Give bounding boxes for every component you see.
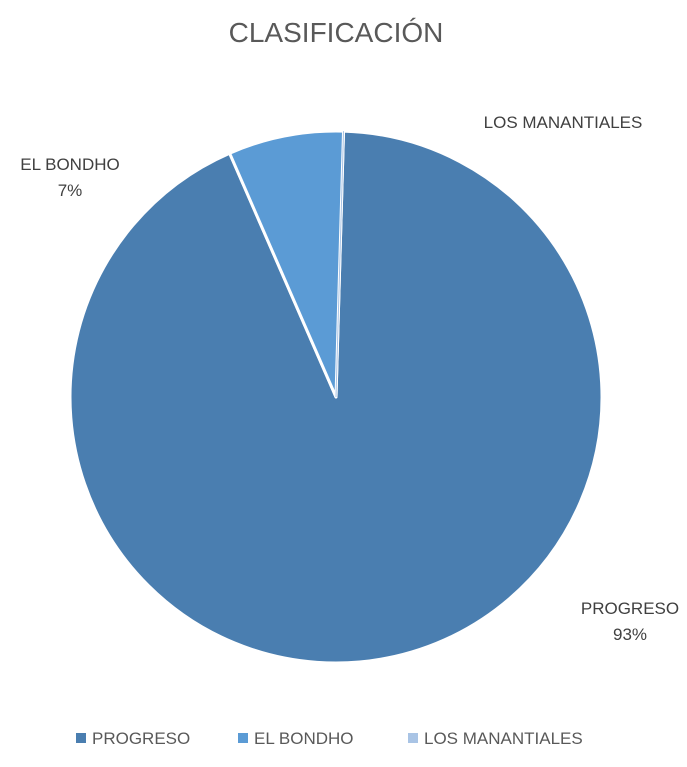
legend-label-los-manantiales: LOS MANANTIALES — [424, 729, 583, 748]
pie-slice-el-bondho — [228, 129, 346, 399]
pie-slices — [68, 129, 604, 665]
data-label-percent-el-bondho: 7% — [58, 181, 83, 200]
data-label-percent-progreso: 93% — [613, 625, 647, 644]
pie-slice-los-manantiales — [335, 131, 345, 398]
legend-swatch-el-bondho — [238, 733, 248, 743]
data-label-name-progreso: PROGRESO — [581, 599, 679, 618]
legend: PROGRESO EL BONDHO LOS MANANTIALES — [76, 729, 583, 748]
data-labels: PROGRESO 93% EL BONDHO 7% LOS MANANTIALES — [20, 113, 679, 644]
legend-swatch-los-manantiales — [408, 733, 418, 743]
chart-title: CLASIFICACIÓN — [229, 17, 444, 48]
legend-label-el-bondho: EL BONDHO — [254, 729, 354, 748]
legend-swatch-progreso — [76, 733, 86, 743]
data-label-name-los-manantiales: LOS MANANTIALES — [484, 113, 643, 132]
legend-label-progreso: PROGRESO — [92, 729, 190, 748]
data-label-name-el-bondho: EL BONDHO — [20, 155, 120, 174]
